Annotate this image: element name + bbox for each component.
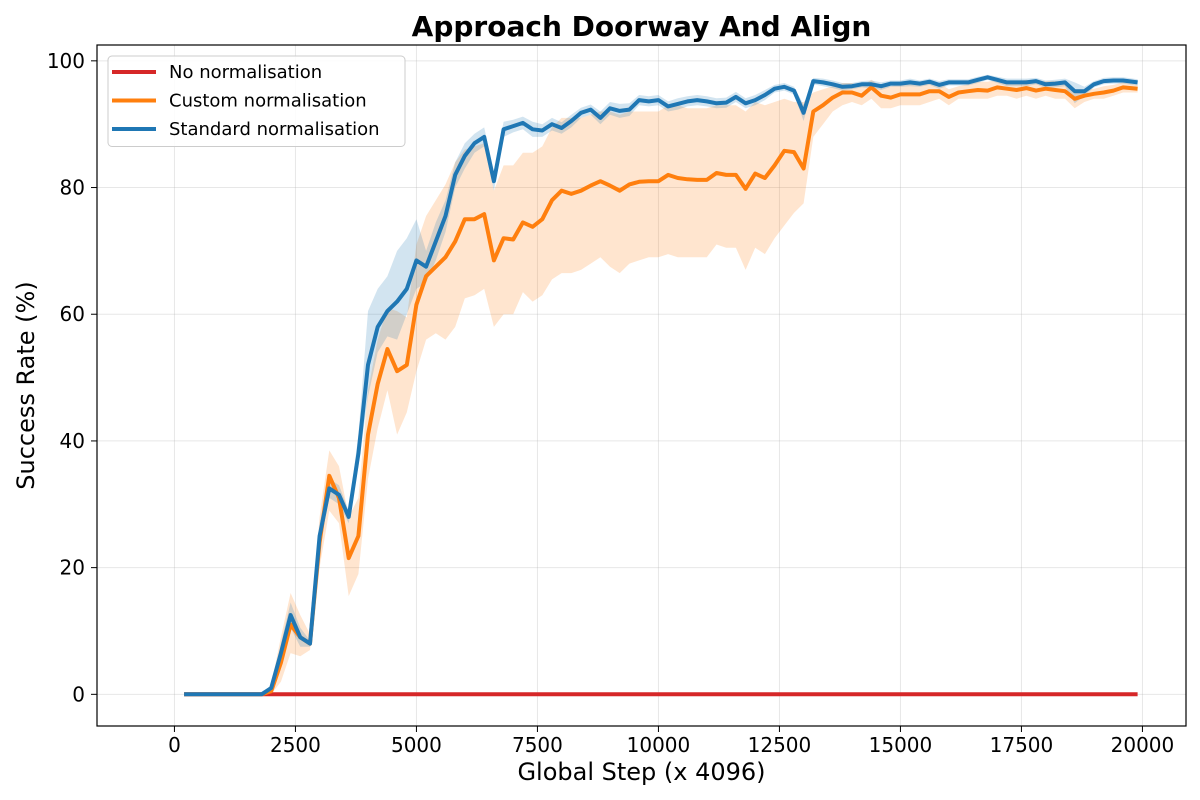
legend-label-custom-normalisation: Custom normalisation [169, 91, 367, 112]
standard-normalisation-line [184, 75, 1138, 697]
custom-normalisation-band [184, 79, 1138, 695]
y-axis-label: Success Rate (%) [12, 281, 40, 489]
chart-title: Approach Doorway And Align [412, 10, 872, 43]
x-tick-label: 0 [168, 733, 181, 757]
y-tick-label: 60 [60, 302, 85, 326]
x-tick-label: 5000 [391, 733, 442, 757]
legend: No normalisation Custom normalisation Stan… [107, 55, 406, 147]
x-tick-label: 7500 [512, 733, 563, 757]
series-lines [184, 75, 1138, 697]
custom-normalisation-line [184, 85, 1138, 697]
legend-label-no-normalisation: No normalisation [169, 62, 322, 83]
confidence-bands [184, 74, 1138, 695]
y-tick-label: 80 [60, 176, 85, 200]
y-tick-label: 0 [72, 682, 85, 706]
axis-ticks: 0 2500 5000 7500 10000 12500 15000 17500 20000 0 2… [47, 49, 1174, 757]
x-tick-label: 17500 [990, 733, 1054, 757]
x-tick-label: 15000 [869, 733, 933, 757]
plot-frame [96, 44, 1187, 727]
legend-label-standard-normalisation: Standard normalisation [169, 119, 380, 140]
x-tick-label: 2500 [270, 733, 321, 757]
x-tick-label: 20000 [1111, 733, 1175, 757]
y-tick-label: 20 [60, 556, 85, 580]
legend-box [107, 55, 406, 147]
x-tick-label: 12500 [748, 733, 812, 757]
y-tick-label: 100 [47, 49, 85, 73]
x-axis-label: Global Step (x 4096) [517, 758, 765, 786]
y-tick-label: 40 [60, 429, 85, 453]
x-tick-label: 10000 [627, 733, 691, 757]
